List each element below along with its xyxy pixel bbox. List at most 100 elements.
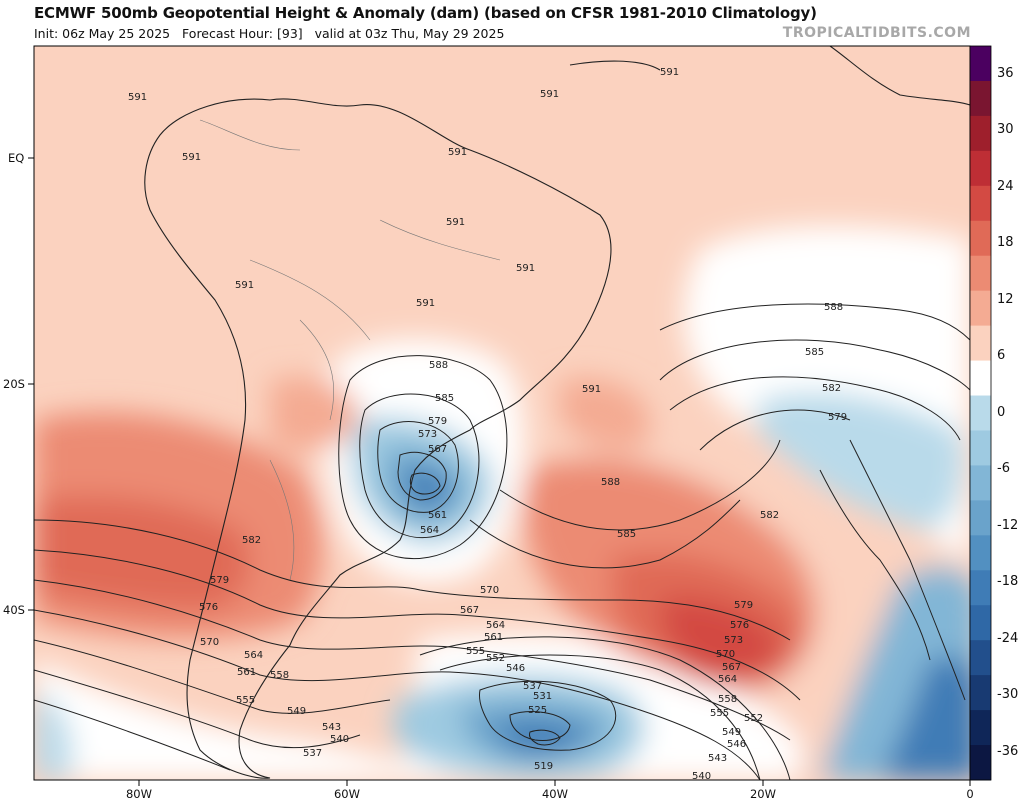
contour-label: 582 [242, 535, 261, 546]
colorbar-swatch [970, 150, 991, 187]
contour-label: 561 [237, 667, 256, 678]
init-time: Init: 06z May 25 2025 [34, 26, 171, 41]
lon-label-0: 0 [966, 787, 973, 800]
contour-label: 588 [824, 302, 843, 313]
contour-label: 519 [534, 761, 553, 772]
anomaly-shading [34, 226, 970, 780]
contour-label: 537 [303, 748, 322, 759]
contour-label: 564 [486, 620, 505, 631]
colorbar-swatch [970, 360, 991, 397]
contour-label: 546 [727, 739, 746, 750]
colorbar-swatch [970, 640, 991, 676]
contour-label: 561 [484, 632, 503, 643]
contour-label: 552 [486, 653, 505, 664]
colorbar-label: 0 [997, 405, 1005, 420]
contour-label: 591 [660, 67, 679, 78]
colorbar-swatch [970, 535, 991, 571]
contour-label: 573 [418, 429, 437, 440]
contour-label: 585 [805, 347, 824, 358]
contour-label: 570 [716, 649, 735, 660]
colorbar [970, 46, 991, 781]
colorbar-label: -6 [997, 461, 1010, 476]
colorbar-label: -18 [997, 574, 1018, 589]
contour-label: 588 [429, 360, 448, 371]
latitude-axis: EQ 20S 40S [3, 151, 34, 617]
colorbar-label: 24 [997, 179, 1014, 194]
contour-label: 579 [734, 600, 753, 611]
contour-label: 567 [460, 605, 479, 616]
colorbar-label: -36 [997, 744, 1018, 759]
contour-label: 558 [718, 694, 737, 705]
contour-label: 576 [730, 620, 749, 631]
colorbar-label: 12 [997, 292, 1014, 307]
colorbar-swatch [970, 220, 991, 257]
contour-label: 591 [182, 152, 201, 163]
contour-label: 567 [722, 662, 741, 673]
contour-label: 582 [822, 383, 841, 394]
contour-label: 564 [718, 674, 737, 685]
colorbar-swatch [970, 80, 991, 117]
lon-label-20w: 20W [750, 787, 776, 800]
colorbar-label: 6 [997, 348, 1005, 363]
colorbar-swatch [970, 46, 991, 82]
contour-label: 591 [235, 280, 254, 291]
contour-label: 573 [724, 635, 743, 646]
contour-label: 549 [722, 727, 741, 738]
contour-label: 591 [128, 92, 147, 103]
height-contours [34, 303, 970, 780]
colorbar-swatch [970, 430, 991, 466]
contour-label: 537 [523, 681, 542, 692]
map-panel: 591 591 591 591 591 591 591 591 591 591 … [34, 46, 970, 782]
contour-label: 579 [210, 575, 229, 586]
contour-label: 531 [533, 691, 552, 702]
contour-label: 564 [244, 650, 263, 661]
contour-label: 552 [744, 713, 763, 724]
contour-label: 579 [828, 412, 847, 423]
map-title: ECMWF 500mb Geopotential Height & Anomal… [34, 4, 817, 22]
contour-label: 558 [270, 670, 289, 681]
contour-label: 591 [582, 384, 601, 395]
colorbar-label: 36 [997, 66, 1014, 81]
colorbar-swatch [970, 710, 991, 746]
colorbar-swatch [970, 185, 991, 222]
contour-label: 591 [446, 217, 465, 228]
contour-label: 540 [330, 734, 349, 745]
lon-label-40w: 40W [542, 787, 568, 800]
colorbar-label: -12 [997, 518, 1018, 533]
contour-label: 567 [428, 444, 447, 455]
contour-label: 570 [480, 585, 499, 596]
contour-label: 591 [516, 263, 535, 274]
lon-label-80w: 80W [126, 787, 152, 800]
colorbar-swatch [970, 675, 991, 711]
colorbar-label: -24 [997, 631, 1018, 646]
contour-label: 585 [435, 393, 454, 404]
contour-label: 546 [506, 663, 525, 674]
colorbar-swatch [970, 465, 991, 501]
colorbar-swatch [970, 325, 991, 362]
colorbar-swatch [970, 255, 991, 292]
contour-label: 555 [710, 708, 729, 719]
colorbar-label: 30 [997, 122, 1014, 137]
contour-label: 555 [466, 646, 485, 657]
colorbar-swatch [970, 570, 991, 606]
contour-label: 591 [416, 298, 435, 309]
lat-label-40s: 40S [3, 603, 25, 617]
lon-label-60w: 60W [334, 787, 360, 800]
contour-label: 561 [428, 510, 447, 521]
contour-label: 555 [236, 695, 255, 706]
contour-label: 591 [448, 147, 467, 158]
colorbar-label: 18 [997, 235, 1014, 250]
valid-time: valid at 03z Thu, May 29 2025 [314, 26, 505, 41]
contour-label: 576 [199, 602, 218, 613]
coastlines [144, 46, 970, 779]
colorbar-swatch [970, 745, 991, 781]
longitude-axis: 80W 60W 40W 20W 0 [126, 780, 974, 800]
contour-label: 525 [528, 705, 547, 716]
map-subtitle: Init: 06z May 25 2025 Forecast Hour: [93… [34, 26, 504, 41]
contour-label: 540 [692, 771, 711, 782]
lat-label-eq: EQ [8, 151, 24, 165]
colorbar-labels: 36 30 24 18 12 6 0 -6 -12 -18 -24 -30 -3… [997, 66, 1018, 759]
contour-label: 588 [601, 477, 620, 488]
contour-label: 543 [708, 753, 727, 764]
